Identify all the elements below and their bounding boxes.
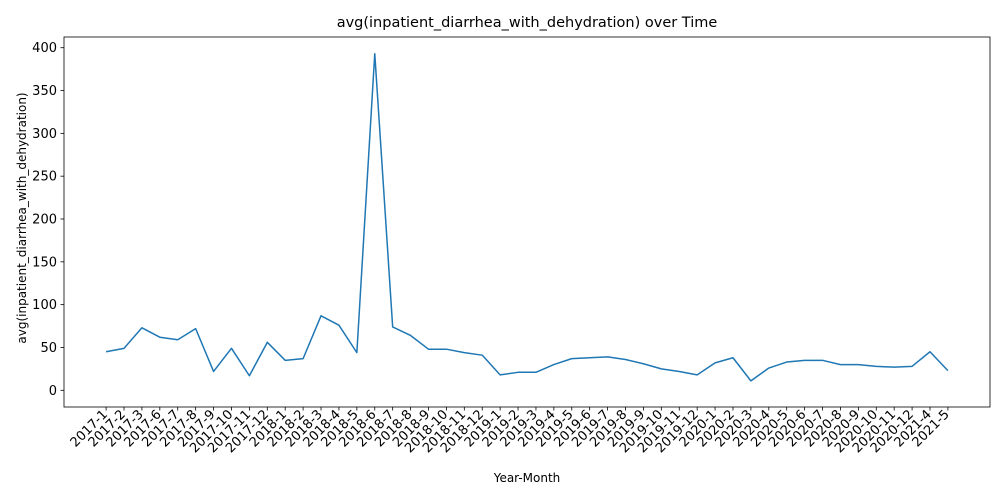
y-tick-label: 100 [32,298,57,313]
y-tick-label: 0 [49,384,57,399]
y-tick-label: 400 [32,41,57,56]
y-tick-label: 50 [40,341,57,356]
chart-title: avg(inpatient_diarrhea_with_dehydration)… [337,15,718,31]
y-tick-label: 200 [32,213,57,228]
y-tick-label: 350 [32,84,57,99]
y-tick-label: 300 [32,127,57,142]
x-axis-title: Year-Month [493,471,561,485]
series-line [105,52,949,382]
axes-frame [63,36,991,408]
y-tick-label: 150 [32,255,57,270]
plot-area: 0501001502002503003504002017-12017-22017… [32,36,991,456]
y-axis-title: avg(inpatient_diarrhea_with_dehydration) [15,92,29,343]
y-tick-label: 250 [32,170,57,185]
